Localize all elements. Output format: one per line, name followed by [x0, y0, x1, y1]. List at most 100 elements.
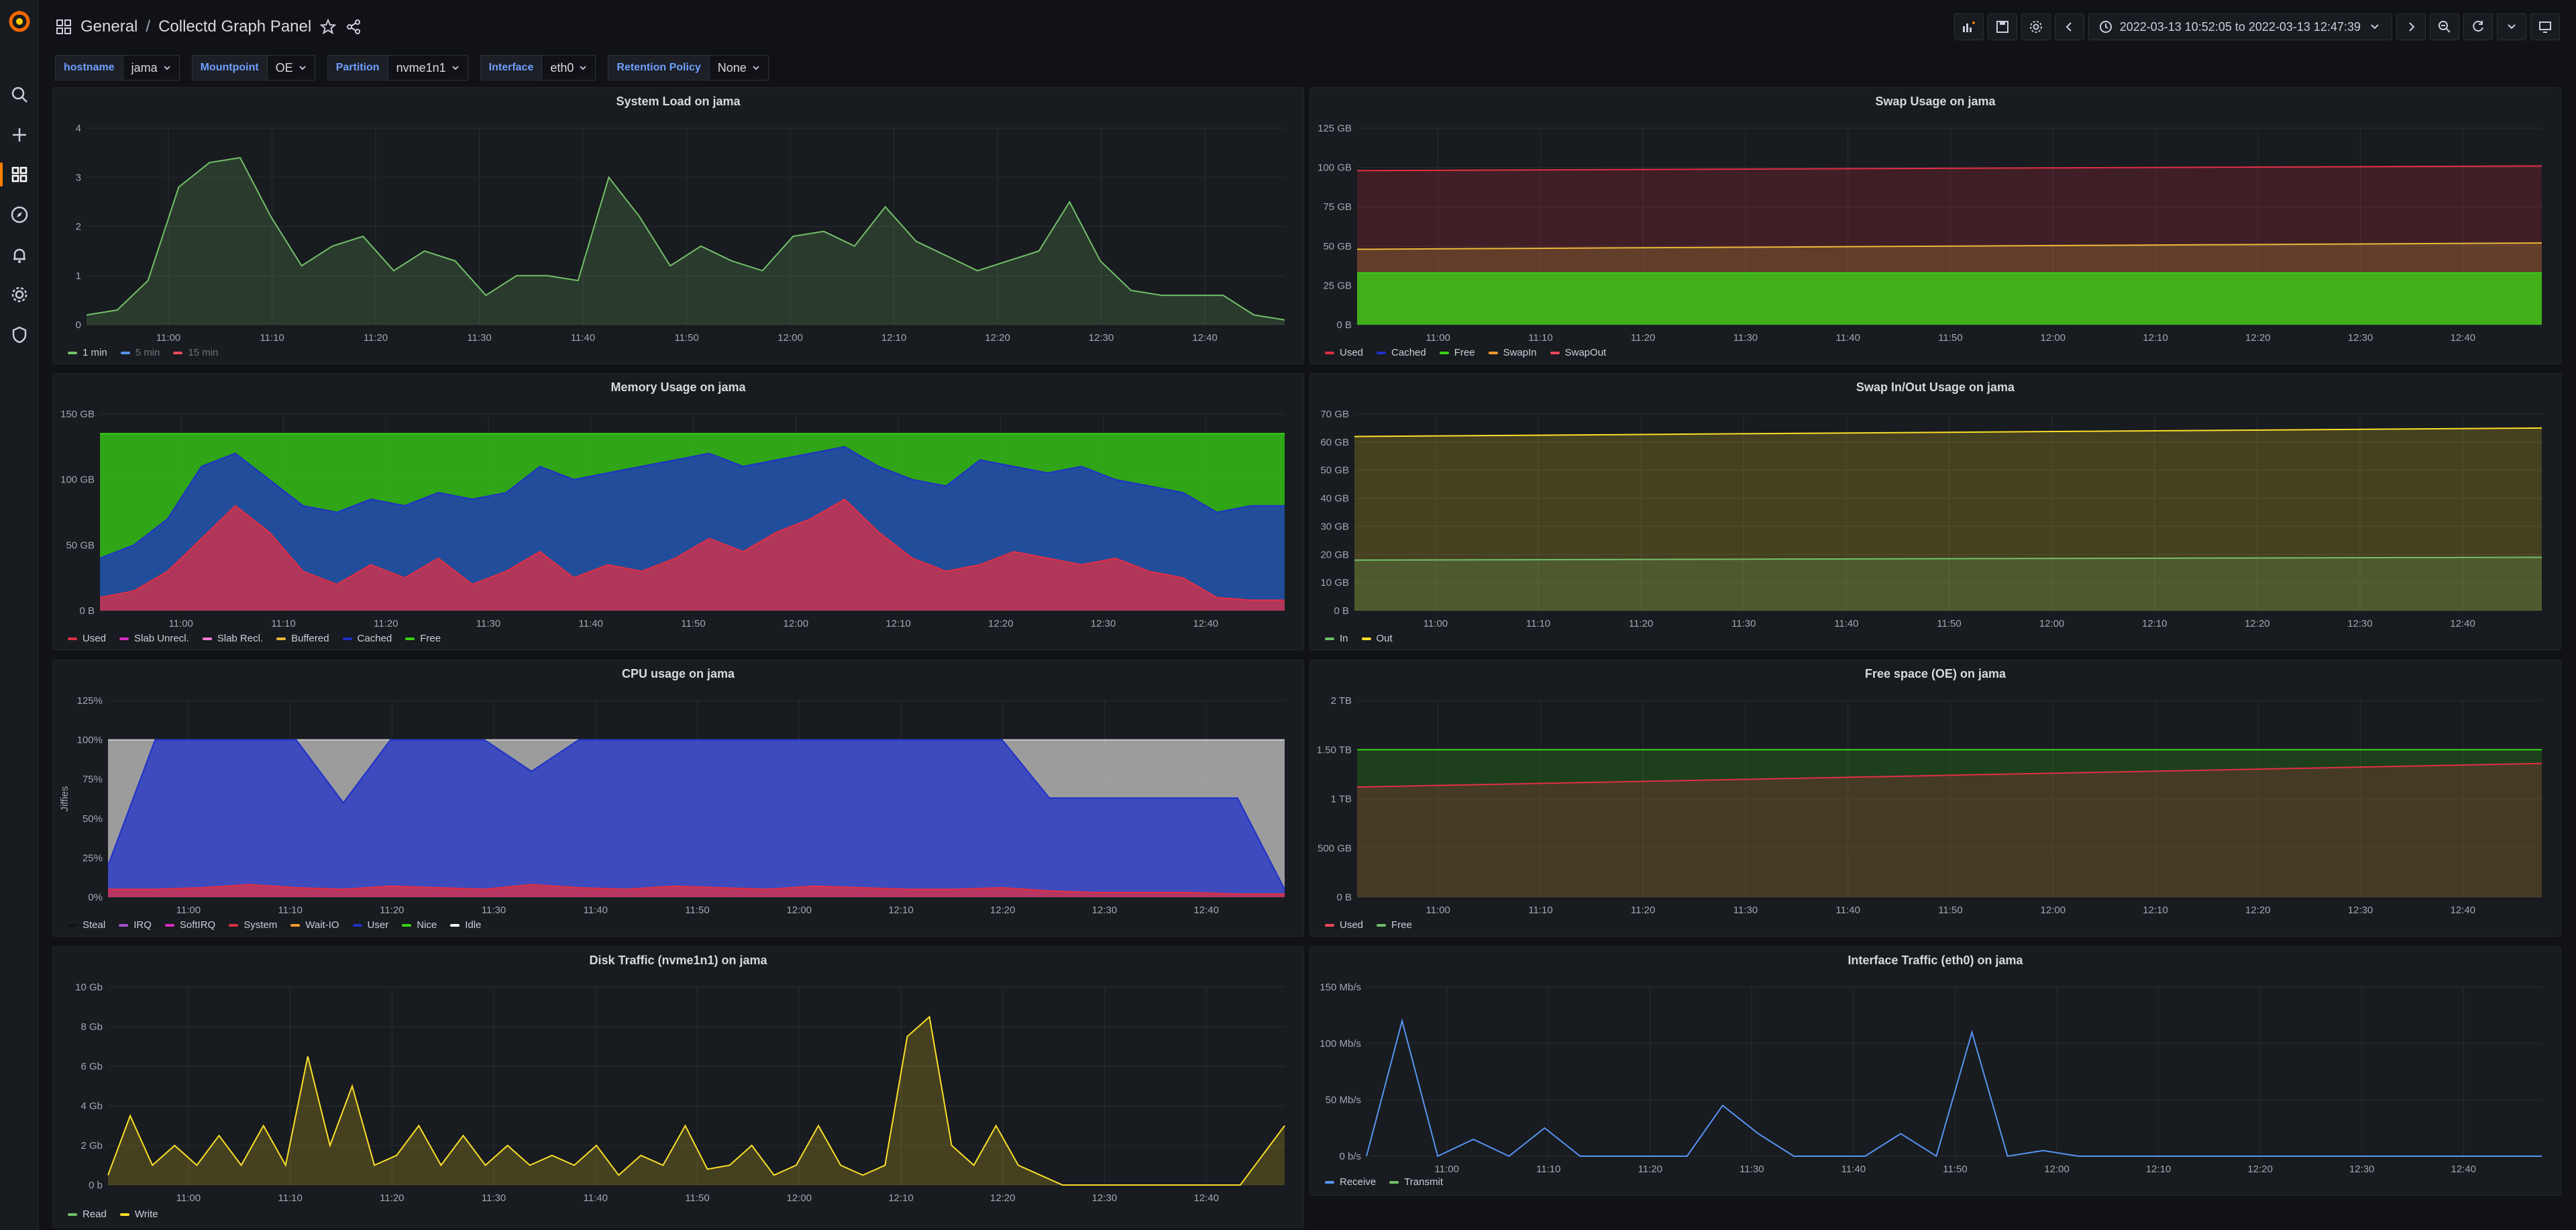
add-panel-button[interactable] [1953, 13, 1984, 40]
panel-swap-usage[interactable]: Swap Usage on jama 0 B 25 GB 50 GB 75 GB 100… [1309, 87, 2561, 364]
legend-item-user[interactable]: User [352, 919, 388, 931]
panel-memory-usage[interactable]: Memory Usage on jama 0 B 50 GB 100 GB 150 G… [52, 373, 1304, 650]
breadcrumb-folder[interactable]: General [80, 17, 138, 36]
time-shift-forward-button[interactable] [2396, 13, 2426, 40]
legend-item-wait-io[interactable]: Wait-IO [290, 919, 339, 931]
x-tick-label: 12:40 [1192, 332, 1218, 344]
time-shift-back-button[interactable] [2054, 13, 2084, 40]
x-tick-label: 11:10 [1528, 332, 1552, 344]
variable-partition[interactable]: Partition nvme1n1 [327, 55, 468, 81]
refresh-interval-dropdown[interactable] [2497, 13, 2526, 40]
variable-hostname[interactable]: hostname jama [55, 55, 180, 81]
legend-label: IRQ [133, 919, 152, 931]
panel-disk-traffic[interactable]: Disk Traffic (nvme1n1) on jama 0 b 2 Gb 4 … [52, 946, 1304, 1228]
y-tick-label: 0 B [1336, 319, 1352, 331]
panel-title[interactable]: System Load on jama [616, 95, 741, 108]
panel-free-space[interactable]: Free space (OE) on jama 0 B 500 GB 1 TB 1.5… [1309, 660, 2561, 937]
legend-item-5min[interactable]: 5 min [120, 347, 160, 358]
y-tick-label: 0 b/s [1339, 1151, 1361, 1162]
dashboard-toolbar: 2022-03-13 10:52:05 to 2022-03-13 12:47:… [1953, 13, 2560, 40]
legend-item-nice[interactable]: Nice [402, 919, 437, 931]
legend-item-free[interactable]: Free [1439, 347, 1475, 358]
legend-item-slab-unrecl[interactable]: Slab Unrecl. [119, 633, 189, 644]
legend-item-slab-recl[interactable]: Slab Recl. [202, 633, 263, 644]
dashboard-title[interactable]: Collectd Graph Panel [158, 17, 312, 36]
legend-swatch [450, 923, 460, 927]
dashboards-icon[interactable] [9, 164, 30, 185]
explore-compass-icon[interactable] [9, 205, 30, 225]
legend-swatch [119, 923, 129, 927]
panel-title[interactable]: Swap In/Out Usage on jama [1856, 380, 2015, 394]
legend-item-free[interactable]: Free [1377, 919, 1412, 931]
variable-value[interactable]: None [709, 55, 769, 81]
variable-value-text: nvme1n1 [396, 60, 446, 74]
legend-item-1min[interactable]: 1 min [68, 347, 107, 358]
legend-item-used[interactable]: Used [1325, 919, 1363, 931]
tv-mode-button[interactable] [2530, 13, 2560, 40]
panel-cpu-usage[interactable]: CPU usage on jama 0% 25% 50% 75% 100% 125% 11:… [52, 660, 1304, 937]
panel-title[interactable]: Disk Traffic (nvme1n1) on jama [589, 954, 767, 967]
shield-icon[interactable] [9, 325, 30, 345]
variable-interface[interactable]: Interface eth0 [480, 55, 596, 81]
panel-title[interactable]: Swap Usage on jama [1875, 95, 1996, 108]
legend-item-receive[interactable]: Receive [1325, 1176, 1376, 1188]
x-tick-label: 11:40 [1836, 905, 1860, 916]
legend-item-idle[interactable]: Idle [450, 919, 481, 931]
share-icon[interactable] [345, 18, 362, 36]
variable-value[interactable]: OE [267, 55, 315, 81]
variable-retention-policy[interactable]: Retention Policy None [608, 55, 769, 81]
panel-interface-traffic[interactable]: Interface Traffic (eth0) on jama 0 b/s 50… [1309, 946, 2561, 1196]
settings-gear-icon[interactable] [9, 285, 30, 305]
legend-label: Cached [357, 633, 392, 644]
panel-title[interactable]: Free space (OE) on jama [1864, 667, 2006, 680]
legend-item-used[interactable]: Used [68, 633, 106, 644]
legend-item-irq[interactable]: IRQ [119, 919, 152, 931]
variable-mountpoint[interactable]: Mountpoint OE [191, 55, 315, 81]
legend-item-system[interactable]: System [229, 919, 277, 931]
variable-value[interactable]: jama [123, 55, 180, 81]
refresh-button[interactable] [2463, 13, 2493, 40]
x-tick-label: 11:30 [476, 618, 500, 629]
save-dashboard-button[interactable] [1987, 13, 2017, 40]
legend-item-cached[interactable]: Cached [1377, 347, 1426, 358]
panel-swap-inout[interactable]: Swap In/Out Usage on jama 0 B 10 GB 20 GB 3… [1309, 373, 2561, 650]
legend-item-transmit[interactable]: Transmit [1389, 1176, 1443, 1188]
alerting-bell-icon[interactable] [9, 245, 30, 265]
legend-swatch [119, 637, 129, 640]
series-area-used [100, 499, 1285, 611]
panel-title[interactable]: Memory Usage on jama [610, 380, 746, 394]
legend-item-free[interactable]: Free [405, 633, 441, 644]
plus-icon[interactable] [9, 125, 30, 145]
star-icon[interactable] [319, 18, 337, 36]
legend-item-cached[interactable]: Cached [342, 633, 392, 644]
legend-item-out[interactable]: Out [1361, 633, 1393, 644]
series-area-used [1357, 763, 2542, 897]
series-area-out [1354, 427, 2542, 611]
legend-label: Write [134, 1209, 158, 1220]
x-tick-label: 12:00 [2041, 905, 2066, 916]
dashboard-settings-button[interactable] [2021, 13, 2051, 40]
series-line-in [1354, 556, 2542, 561]
x-tick-label: 12:20 [985, 332, 1010, 344]
x-tick-label: 12:20 [2245, 905, 2271, 916]
grafana-logo-icon[interactable] [5, 7, 34, 35]
legend-item-steal[interactable]: Steal [68, 919, 105, 931]
legend-item-write[interactable]: Write [119, 1209, 158, 1220]
legend-item-in[interactable]: In [1325, 633, 1348, 644]
variable-value[interactable]: nvme1n1 [388, 55, 468, 81]
search-icon[interactable] [9, 85, 30, 105]
legend-item-softirq[interactable]: SoftIRQ [164, 919, 215, 931]
panel-system-load[interactable]: System Load on jama 0 1 2 3 4 11:00 11:10 11:20… [52, 87, 1304, 364]
legend-item-swapout[interactable]: SwapOut [1550, 347, 1606, 358]
legend-item-buffered[interactable]: Buffered [276, 633, 329, 644]
legend-item-used[interactable]: Used [1325, 347, 1363, 358]
panel-title[interactable]: CPU usage on jama [621, 667, 735, 680]
legend-item-swapin[interactable]: SwapIn [1488, 347, 1537, 358]
legend-item-read[interactable]: Read [68, 1209, 107, 1220]
legend-item-15min[interactable]: 15 min [173, 347, 218, 358]
panel-title[interactable]: Interface Traffic (eth0) on jama [1847, 954, 2023, 967]
time-range-picker[interactable]: 2022-03-13 10:52:05 to 2022-03-13 12:47:… [2088, 13, 2392, 40]
zoom-out-button[interactable] [2430, 13, 2459, 40]
variable-value[interactable]: eth0 [542, 55, 596, 81]
x-tick-label: 11:00 [176, 1192, 201, 1204]
